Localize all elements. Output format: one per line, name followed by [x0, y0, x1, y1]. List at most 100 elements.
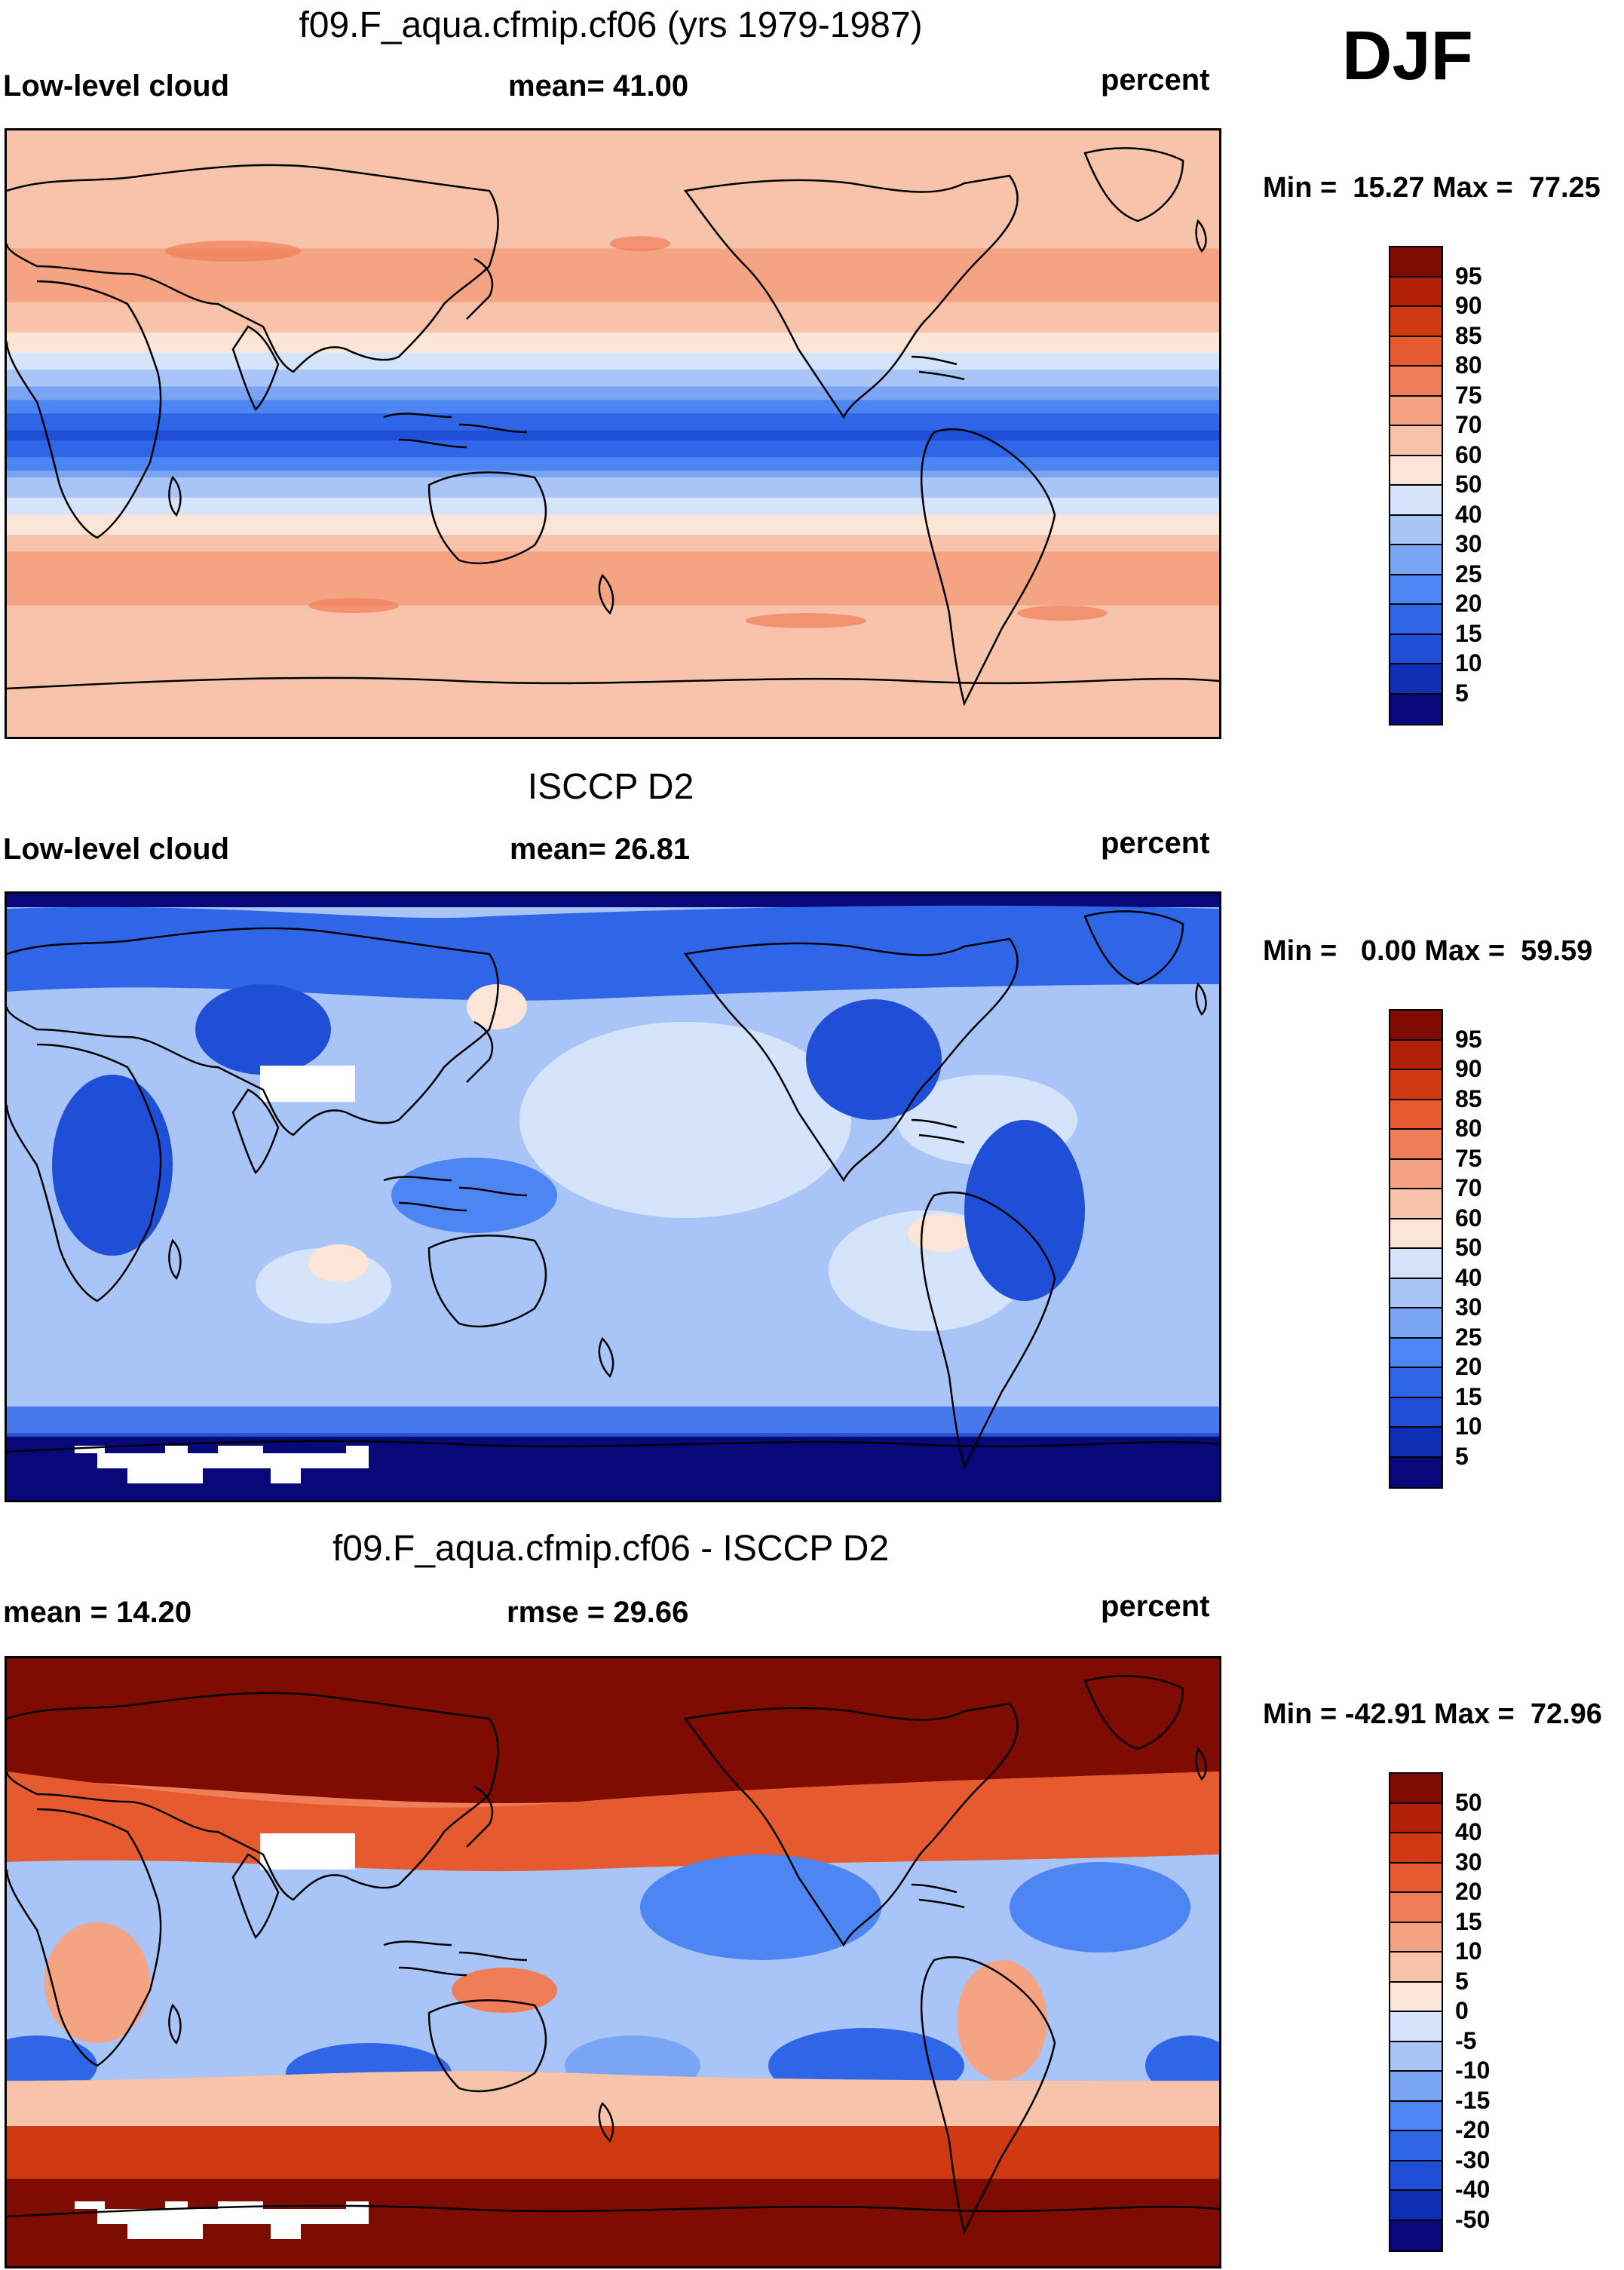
panel-1-zonal-band	[7, 262, 1219, 266]
panel-1-zonal-band	[7, 528, 1219, 532]
colorbar-swatch	[1390, 1338, 1442, 1368]
panel-1-zonal-band	[7, 204, 1219, 209]
colorbar-tick-label: 50	[1455, 471, 1482, 498]
colorbar-swatch	[1390, 1803, 1442, 1833]
panel-1-zonal-band	[7, 578, 1219, 583]
panel-1-zonal-band	[7, 646, 1219, 650]
colorbar-swatch	[1390, 1159, 1442, 1189]
colorbar-swatch	[1390, 634, 1442, 664]
panel-3-minmax: Min = -42.91 Max = 72.96	[1263, 1698, 1602, 1730]
colorbar-tick-label: 40	[1455, 500, 1482, 528]
panel-1-zonal-band	[7, 434, 1219, 438]
colorbar-tick-label: -20	[1455, 2116, 1491, 2143]
panel-1-zonal-band	[7, 585, 1219, 590]
panel-1-zonal-band	[7, 389, 1219, 394]
panel-1-zonal-band	[7, 161, 1219, 165]
panel-1-patch	[610, 236, 670, 251]
coastline-africa	[7, 280, 162, 539]
panel-2-pacific-stratus	[519, 1022, 851, 1218]
panel-1-zonal-band	[7, 612, 1219, 616]
colorbar-swatch	[1390, 1774, 1442, 1804]
season-label: DJF	[1342, 17, 1473, 94]
panel-1-zonal-band	[7, 258, 1219, 262]
colorbar-swatch	[1390, 486, 1442, 516]
panel-2-patch	[908, 1214, 976, 1252]
coastline-north-america	[683, 937, 1019, 1183]
coastline-caribbean	[911, 1883, 965, 1909]
panel-1-map	[5, 128, 1221, 739]
colorbar-tick-label: 5	[1455, 1967, 1469, 1995]
colorbar-swatch	[1390, 336, 1442, 367]
colorbar-swatch	[1390, 2072, 1442, 2102]
panel-1-zonal-band	[7, 211, 1219, 216]
colorbar-tick-label: 85	[1455, 321, 1482, 349]
panel-1-zonal-band	[7, 403, 1219, 407]
coastline-north-america	[683, 1702, 1019, 1947]
panel-1-zonal-band	[7, 639, 1219, 643]
panel-1-zonal-band	[7, 315, 1219, 320]
colorbar-tick-label: -50	[1455, 2205, 1491, 2233]
panel-1-zonal-band	[7, 430, 1219, 434]
colorbar-swatch	[1390, 1368, 1442, 1398]
panel-1-zonal-band	[7, 649, 1219, 653]
panel-1-zonal-band	[7, 719, 1219, 724]
coastline-greenland	[1083, 1675, 1184, 1750]
panel-1-zonal-band	[7, 305, 1219, 310]
panel-1-zonal-band	[7, 265, 1219, 269]
panel-1-zonal-band	[7, 494, 1219, 498]
panel-1-zonal-band	[7, 514, 1219, 519]
panel-1-zonal-band	[7, 446, 1219, 451]
coastline-eurasia	[7, 927, 499, 1137]
colorbar-swatch	[1390, 277, 1442, 307]
panel-1-zonal-band	[7, 356, 1219, 360]
panel-1-zonal-band	[7, 531, 1219, 535]
coastline-uk	[1195, 982, 1207, 1016]
panel-1-zonal-band	[7, 218, 1219, 222]
colorbar-swatch	[1390, 1953, 1442, 1983]
coastline-africa	[7, 1043, 162, 1302]
colorbar-swatch	[1390, 1189, 1442, 1219]
colorbar-tick-label: 30	[1455, 1293, 1482, 1321]
panel-1-zonal-band	[7, 652, 1219, 657]
coastline-newzealand	[598, 1336, 614, 1379]
coastline-eurasia	[7, 164, 499, 373]
colorbar-swatch	[1390, 1457, 1442, 1487]
colorbar-tick-label: -10	[1455, 2057, 1491, 2084]
panel-1-title: f09.F_aqua.cfmip.cf06 (yrs 1979-1987)	[299, 5, 923, 45]
panel-1-zonal-band	[7, 655, 1219, 660]
panel-1-zonal-band	[7, 558, 1219, 563]
panel-1-zonal-band	[7, 198, 1219, 202]
colorbar-swatch	[1390, 1070, 1442, 1100]
panel-1-zonal-band	[7, 487, 1219, 492]
coastline-south-america	[920, 428, 1056, 707]
coastline-antarctica	[7, 2204, 1219, 2218]
panel-1-zonal-band	[7, 308, 1219, 313]
panel-1-zonal-band	[7, 201, 1219, 205]
panel-1-zonal-band	[7, 437, 1219, 441]
panel-2-map	[5, 891, 1221, 1502]
panel-1-zonal-band	[7, 588, 1219, 593]
colorbar-swatch	[1390, 426, 1442, 456]
panel-1-zonal-band	[7, 467, 1219, 471]
panel-1-zonal-band	[7, 400, 1219, 404]
panel-1-zonal-band	[7, 244, 1219, 249]
coastline-newzealand	[598, 573, 614, 615]
panel-2-ocean-fields	[7, 894, 1219, 1500]
panel-1-zonal-band	[7, 174, 1219, 179]
panel-2-africa-low	[52, 1075, 173, 1256]
panel-1-zonal-band	[7, 393, 1219, 397]
panel-1-zonal-band	[7, 460, 1219, 465]
coastline-south-america	[920, 1191, 1056, 1470]
panel-1-zonal-band	[7, 150, 1219, 155]
panel-1-zonal-band	[7, 554, 1219, 559]
panel-3-missing-data-himalaya	[260, 1833, 355, 1870]
panel-1-zonal-band	[7, 299, 1219, 303]
colorbar-tick-label: 20	[1455, 1878, 1482, 1905]
panel-1-zonal-band	[7, 248, 1219, 253]
panel-1-zonal-band	[7, 187, 1219, 192]
panel-1-zonal-band	[7, 235, 1219, 239]
panel-1-zonal-band	[7, 733, 1219, 737]
panel-1-zonal-band	[7, 629, 1219, 633]
coastline-greenland	[1083, 147, 1184, 222]
panel-1-zonal-band	[7, 659, 1219, 664]
